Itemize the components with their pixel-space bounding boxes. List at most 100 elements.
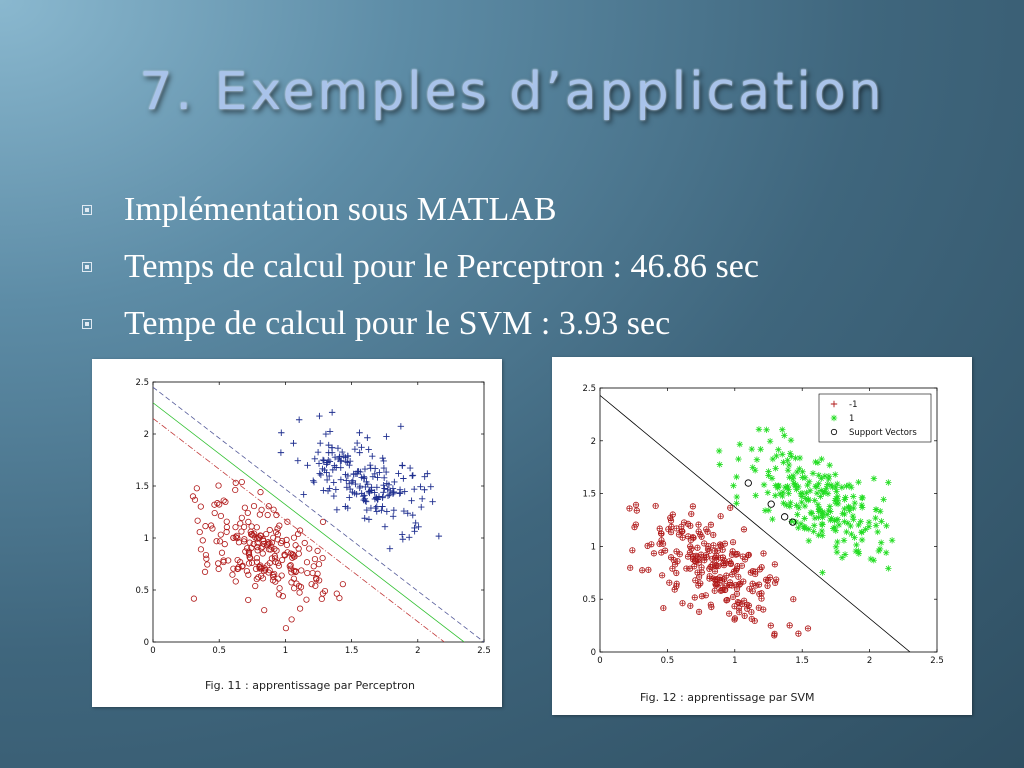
data-point [694, 569, 701, 576]
data-point [858, 501, 865, 509]
data-point-cross [711, 543, 716, 548]
data-point [373, 503, 380, 510]
data-point [849, 512, 857, 520]
data-point-ring [717, 542, 725, 549]
data-point [252, 534, 259, 541]
data-point-ring [766, 574, 774, 581]
data-point [396, 486, 404, 493]
data-point [815, 480, 822, 487]
data-point [314, 449, 322, 456]
data-point [189, 493, 197, 500]
data-point [724, 596, 731, 604]
data-point-ring [746, 585, 753, 593]
data-point [326, 472, 333, 480]
data-point-ring [771, 561, 778, 568]
bullet-text: Temps de calcul pour le Perceptron : 46.… [124, 248, 759, 285]
data-point [220, 557, 227, 564]
data-point [201, 568, 209, 576]
data-point-ring [748, 608, 755, 616]
data-point [218, 549, 226, 556]
data-point [400, 475, 407, 482]
data-point [639, 567, 646, 574]
data-point [365, 488, 373, 495]
data-point-cross [735, 599, 741, 605]
data-point-cross [696, 556, 701, 562]
data-point [791, 482, 799, 490]
data-point [358, 490, 365, 497]
data-point [211, 509, 218, 517]
data-point [237, 520, 244, 527]
data-point [364, 434, 371, 441]
data-point [382, 468, 390, 476]
data-point-cross [704, 527, 709, 532]
data-point [739, 553, 746, 560]
data-point [240, 523, 248, 531]
data-point [820, 489, 827, 497]
data-point [253, 558, 261, 566]
data-point [290, 552, 297, 559]
data-point-ring [687, 602, 694, 609]
data-point [326, 458, 334, 465]
data-point-ring [738, 562, 746, 569]
data-point [242, 548, 249, 555]
data-point [706, 565, 713, 572]
data-point-ring [752, 582, 759, 589]
data-point [358, 444, 365, 451]
data-point-cross [730, 572, 735, 577]
x-tick-label: 2.5 [477, 646, 491, 656]
data-point-cross [714, 581, 720, 587]
data-point-cross [742, 613, 747, 619]
data-point [766, 438, 774, 445]
data-point [862, 526, 869, 533]
data-point [870, 475, 878, 482]
data-point [695, 556, 702, 563]
data-point [841, 551, 849, 558]
data-point-cross [772, 633, 777, 638]
data-point-cross [659, 573, 665, 578]
data-point-cross [689, 511, 694, 517]
data-point-ring [747, 569, 754, 576]
data-point [853, 541, 860, 549]
data-point [268, 555, 275, 562]
data-point [191, 496, 199, 503]
data-point [278, 429, 285, 436]
data-point [369, 473, 377, 480]
data-point [359, 492, 367, 500]
data-point [771, 632, 778, 639]
data-point-cross [746, 603, 752, 608]
data-point [805, 525, 813, 533]
data-point [282, 625, 290, 632]
data-point [815, 505, 823, 512]
data-point [317, 439, 324, 447]
data-point-cross [740, 554, 745, 559]
data-point-ring [720, 562, 728, 569]
data-point [716, 574, 724, 581]
data-point-ring [673, 583, 680, 590]
data-point [323, 461, 330, 468]
data-point [785, 490, 792, 497]
data-point [736, 441, 743, 448]
data-point-cross [696, 574, 702, 580]
data-point [277, 449, 285, 456]
data-point [196, 528, 203, 536]
figure-caption: Fig. 12 : apprentissage par SVM [640, 691, 815, 704]
data-point [801, 524, 809, 531]
data-point [360, 496, 367, 504]
data-point [681, 519, 688, 526]
bullet-square-icon [82, 319, 92, 329]
data-point-cross [703, 593, 709, 598]
data-point-ring [749, 580, 756, 587]
data-point [310, 477, 317, 484]
data-point [689, 556, 697, 563]
decision-line-solid [153, 402, 465, 642]
data-point [821, 472, 829, 480]
data-point [772, 465, 779, 472]
data-point [673, 569, 680, 577]
data-point-cross [717, 575, 723, 580]
data-point [855, 521, 862, 529]
data-point [296, 527, 304, 534]
data-point-ring [702, 592, 709, 599]
data-point-cross [651, 551, 657, 556]
data-point [858, 528, 865, 536]
data-point-ring [650, 550, 658, 557]
